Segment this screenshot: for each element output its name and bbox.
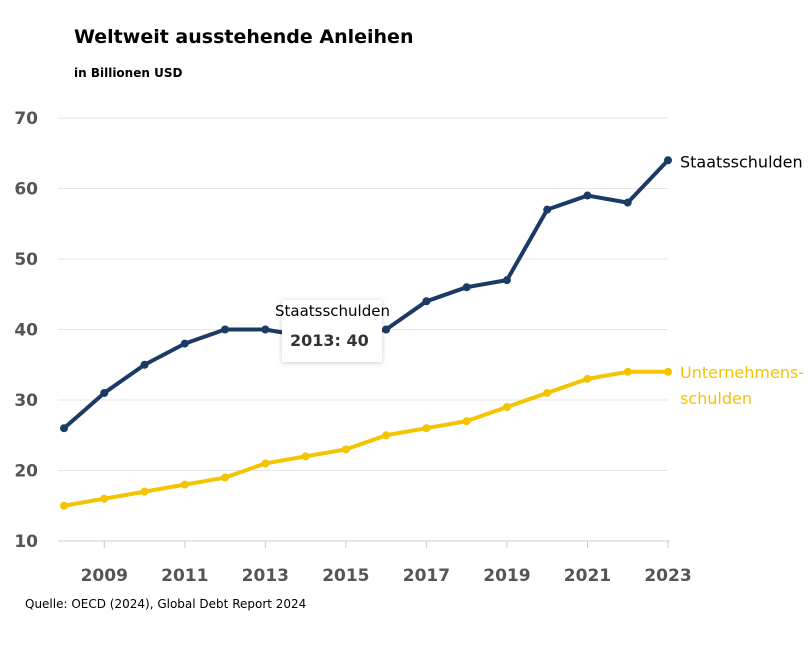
x-tick-label: 2021 bbox=[564, 566, 611, 586]
data-point[interactable] bbox=[140, 487, 149, 496]
data-point[interactable] bbox=[221, 325, 230, 334]
y-tick-label: 50 bbox=[14, 250, 38, 270]
x-tick-label: 2011 bbox=[161, 566, 208, 586]
data-point[interactable] bbox=[623, 198, 632, 207]
data-point[interactable] bbox=[341, 445, 350, 454]
y-tick-label: 60 bbox=[14, 180, 38, 200]
data-point[interactable] bbox=[60, 424, 68, 433]
data-point[interactable] bbox=[140, 360, 149, 369]
data-point[interactable] bbox=[502, 403, 511, 412]
series-line bbox=[63, 369, 668, 508]
data-point[interactable] bbox=[180, 480, 189, 489]
data-point[interactable] bbox=[382, 431, 391, 440]
data-point[interactable] bbox=[180, 339, 189, 348]
y-tick-label: 10 bbox=[14, 532, 38, 552]
data-point[interactable] bbox=[583, 374, 592, 383]
data-point[interactable] bbox=[60, 501, 68, 510]
y-tick-label: 20 bbox=[14, 462, 38, 482]
series-line bbox=[62, 158, 670, 430]
y-tick-label: 70 bbox=[14, 109, 38, 129]
x-tick-label: 2017 bbox=[403, 566, 450, 586]
y-tick-label: 30 bbox=[14, 391, 38, 411]
data-point[interactable] bbox=[261, 459, 270, 468]
data-point[interactable] bbox=[100, 388, 109, 397]
data-point[interactable] bbox=[543, 205, 552, 214]
series-label: Staatsschulden bbox=[680, 152, 803, 171]
data-point[interactable] bbox=[462, 283, 471, 292]
data-point[interactable] bbox=[301, 452, 310, 461]
tooltip-value: 2013: 40 bbox=[290, 331, 369, 350]
source-note: Quelle: OECD (2024), Global Debt Report … bbox=[25, 597, 307, 611]
chart-subtitle: in Billionen USD bbox=[74, 66, 183, 80]
chart-title: Weltweit ausstehende Anleihen bbox=[74, 26, 414, 48]
data-point[interactable] bbox=[422, 424, 431, 433]
data-point[interactable] bbox=[664, 156, 672, 165]
data-point[interactable] bbox=[623, 367, 632, 376]
x-tick-label: 2015 bbox=[322, 566, 369, 586]
tooltip bbox=[282, 300, 382, 362]
series-label: schulden bbox=[680, 389, 752, 408]
data-point[interactable] bbox=[502, 276, 511, 285]
series-1: Unternehmens-schulden bbox=[60, 363, 804, 510]
data-point[interactable] bbox=[462, 417, 471, 426]
series-label: Unternehmens- bbox=[680, 363, 804, 382]
x-tick-label: 2019 bbox=[483, 566, 530, 586]
data-point[interactable] bbox=[422, 297, 431, 306]
y-tick-label: 40 bbox=[14, 321, 38, 341]
data-point[interactable] bbox=[221, 473, 230, 482]
x-tick-label: 2013 bbox=[242, 566, 289, 586]
tooltip-series: Staatsschulden bbox=[275, 302, 390, 320]
data-point[interactable] bbox=[382, 325, 391, 334]
data-point[interactable] bbox=[583, 191, 592, 200]
data-point[interactable] bbox=[261, 325, 270, 334]
data-point[interactable] bbox=[100, 494, 109, 503]
data-point[interactable] bbox=[543, 388, 552, 397]
x-tick-label: 2023 bbox=[644, 566, 691, 586]
data-point[interactable] bbox=[664, 367, 672, 376]
x-tick-label: 2009 bbox=[81, 566, 128, 586]
